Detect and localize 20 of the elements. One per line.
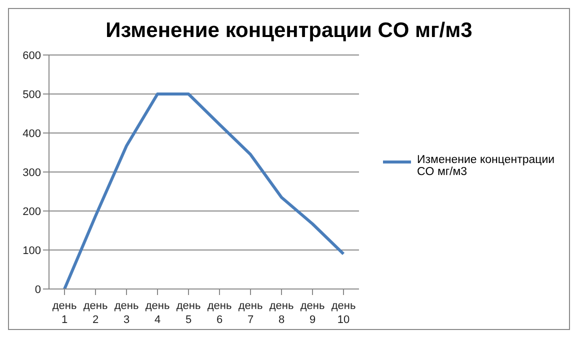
x-tick-label: день 2 [83,300,108,326]
y-tick-label: 600 [22,50,41,62]
line-series [63,92,345,289]
legend-label: Изменение концентрации CO мг/м3 [417,154,556,178]
x-tick-label: день 3 [114,300,139,326]
x-tick-label: день 10 [331,300,356,326]
x-tick-label: день 1 [52,300,77,326]
x-tick-label: день 6 [207,300,232,326]
x-tick-label: день 9 [300,300,325,326]
y-tick-label: 200 [22,206,41,218]
y-tick-label: 400 [22,128,41,140]
x-tick-label: день 4 [145,300,170,326]
y-tick-label: 100 [22,244,41,257]
x-tick-label: день 5 [176,300,201,326]
y-tick-label: 500 [22,88,41,101]
y-tick-label: 0 [34,284,41,296]
x-tick-label: день 8 [269,300,294,326]
chart-title: Изменение концентрации CO мг/м3 [104,19,474,43]
x-tick-label: день 7 [238,300,263,326]
y-tick-label: 300 [22,166,41,179]
